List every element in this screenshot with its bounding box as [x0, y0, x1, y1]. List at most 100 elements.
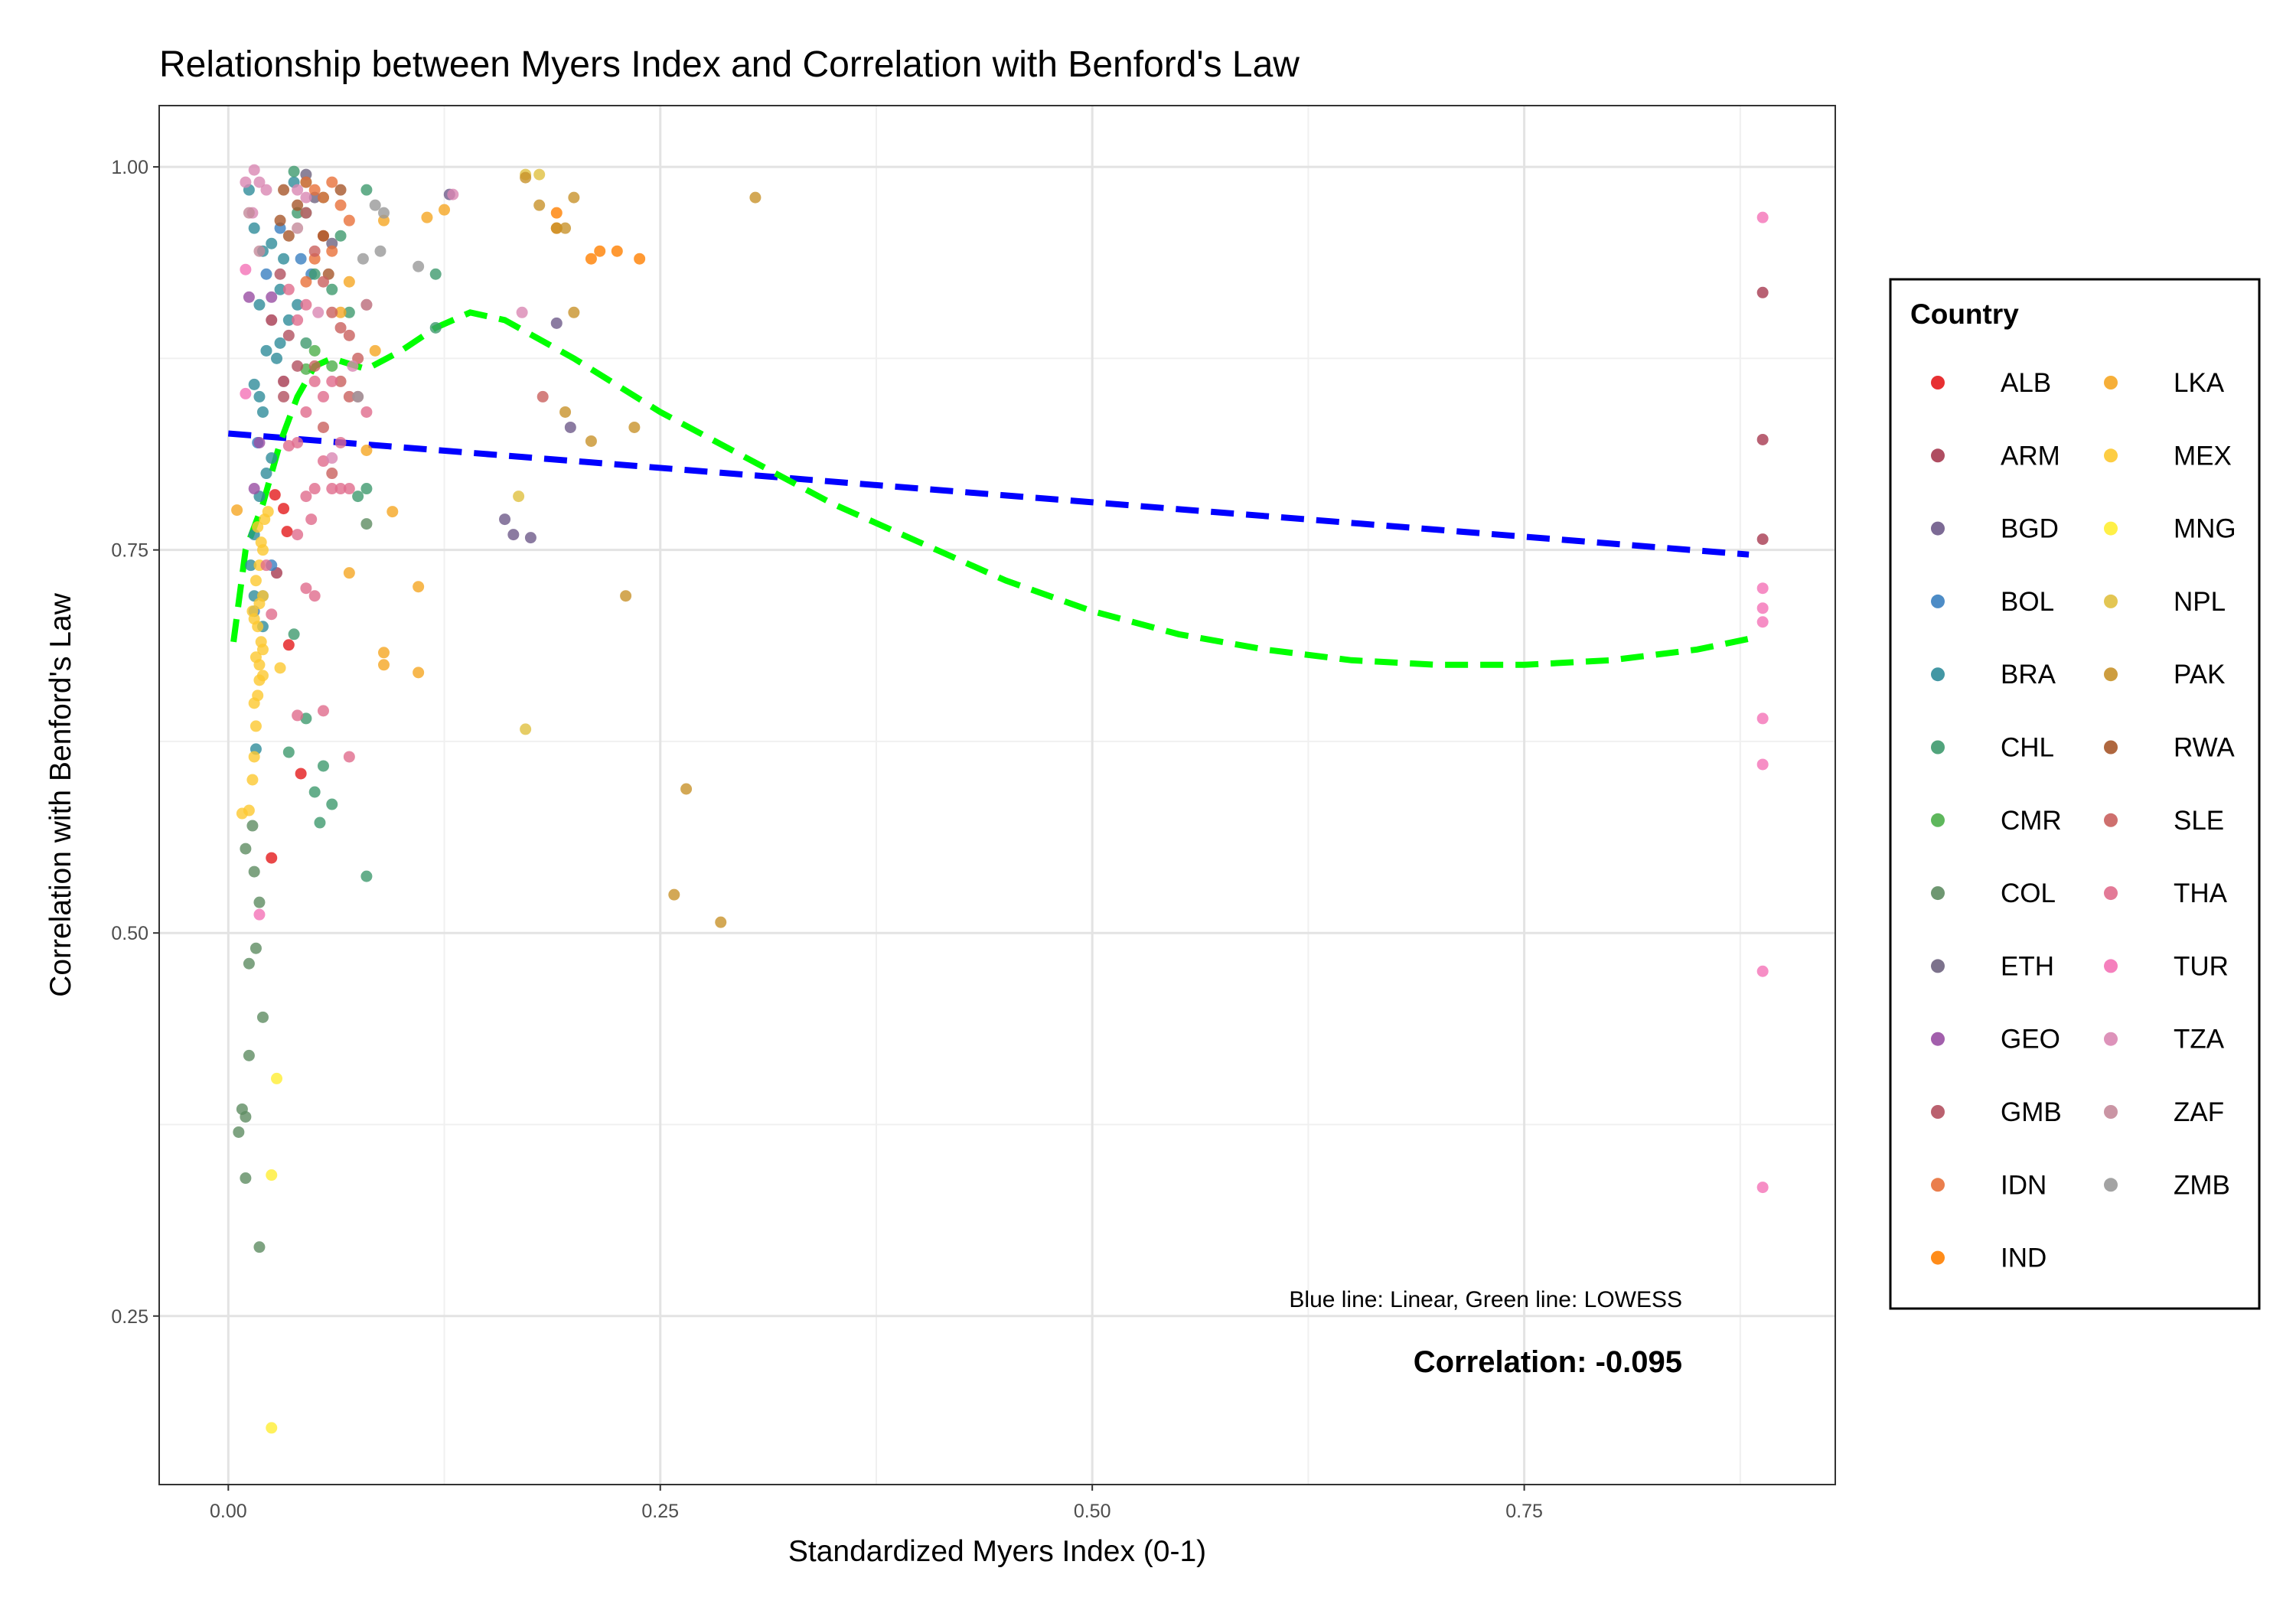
method-note: Blue line: Linear, Green line: LOWESS [1289, 1287, 1682, 1312]
point-ind [594, 245, 606, 257]
point-tha [292, 314, 304, 326]
point-mex [252, 689, 264, 702]
point-sle [317, 421, 329, 433]
point-mex [249, 575, 262, 587]
legend-key-geo [1931, 1032, 1945, 1046]
point-bra [248, 378, 260, 390]
point-geo [266, 291, 278, 303]
point-chl [352, 491, 364, 503]
point-chl [360, 184, 373, 196]
chart-title: Relationship between Myers Index and Cor… [159, 44, 1300, 85]
point-zaf [253, 245, 266, 257]
plot-frame [158, 105, 1836, 1485]
point-idn [343, 214, 355, 227]
point-mng [266, 1422, 278, 1434]
legend-key-arm [1931, 448, 1945, 463]
point-tha [326, 483, 338, 495]
point-lka [343, 275, 355, 288]
point-cmr [326, 360, 338, 372]
legend-key-cmr [1931, 813, 1945, 827]
point-bra [266, 452, 278, 464]
point-tur [253, 908, 266, 921]
point-gmb [278, 390, 290, 403]
legend-label-zmb: ZMB [2174, 1170, 2230, 1200]
point-arm [1756, 286, 1769, 298]
point-tur [240, 387, 252, 399]
point-bra [278, 253, 290, 265]
legend-key-pak [2104, 667, 2118, 682]
axis-ticks: 0.00 0.25 0.50 0.75 0.25 0.50 0.75 1.00 [111, 157, 1543, 1522]
point-zaf [292, 222, 304, 234]
point-mex [256, 670, 269, 682]
point-chl [317, 760, 329, 772]
point-tza [312, 306, 325, 318]
legend-label-chl: CHL [2001, 733, 2054, 763]
point-arm [266, 314, 278, 326]
point-tha [282, 439, 295, 451]
point-chl [429, 268, 442, 280]
legend-key-bgd [1931, 521, 1945, 536]
point-bgd [499, 513, 511, 526]
point-col [248, 865, 260, 878]
point-geo [248, 483, 260, 495]
legend-key-ind [1931, 1250, 1945, 1265]
point-sle [334, 375, 347, 387]
legend-label-ind: IND [2001, 1244, 2047, 1273]
point-bra [274, 283, 286, 295]
point-arm [1756, 433, 1769, 445]
legend-label-geo: GEO [2001, 1025, 2060, 1054]
point-zmb [378, 207, 390, 219]
legend-key-bra [1931, 667, 1945, 682]
point-bra [260, 344, 272, 357]
point-pak [680, 783, 693, 795]
point-sle [536, 390, 549, 403]
point-zmb [374, 245, 386, 257]
point-chl [343, 306, 355, 318]
point-sle [308, 245, 321, 257]
point-cmr [308, 344, 321, 357]
legend-items: ALB ARM BGD BOL BRA CHL CMR COL ETH GEO GMB IDN IND L… [1931, 368, 2236, 1273]
point-tur [1756, 602, 1769, 614]
point-tza [300, 191, 312, 204]
point-tza [253, 176, 266, 188]
point-pak [559, 222, 572, 234]
legend-label-tur: TUR [2174, 951, 2229, 981]
point-sle [334, 321, 347, 334]
point-ind [550, 207, 563, 219]
point-tha [266, 608, 278, 621]
point-zmb [369, 199, 381, 211]
legend-label-sle: SLE [2174, 806, 2224, 836]
point-tha [282, 283, 295, 295]
legend-label-alb: ALB [2001, 368, 2051, 398]
legend-key-mex [2104, 448, 2118, 463]
point-tur [1756, 616, 1769, 628]
point-rwa [334, 184, 347, 196]
point-tur [1756, 211, 1769, 223]
point-chl [314, 817, 326, 829]
point-idn [300, 176, 312, 188]
point-tza [516, 306, 528, 318]
point-mex [248, 613, 260, 625]
legend-label-bgd: BGD [2001, 514, 2059, 544]
point-tha [317, 705, 329, 717]
point-rwa [278, 184, 290, 196]
point-tza [240, 176, 252, 188]
point-tha [292, 436, 304, 448]
point-col [240, 843, 252, 855]
point-ind [634, 253, 646, 265]
legend-title: Country [1910, 298, 2019, 330]
point-bgd [524, 532, 536, 544]
legend-key-tur [2104, 959, 2118, 973]
legend-label-eth: ETH [2001, 951, 2054, 981]
point-mex [262, 506, 274, 518]
x-tick-label: 0.25 [641, 1501, 679, 1522]
point-lka [378, 659, 390, 671]
legend-label-zaf: ZAF [2174, 1097, 2224, 1127]
point-tur [1756, 758, 1769, 771]
point-chl [300, 337, 312, 349]
point-bra [271, 352, 283, 364]
point-rwa [317, 230, 329, 242]
legend-label-lka: LKA [2174, 368, 2225, 398]
point-mex [249, 651, 262, 663]
point-bra [248, 222, 260, 234]
